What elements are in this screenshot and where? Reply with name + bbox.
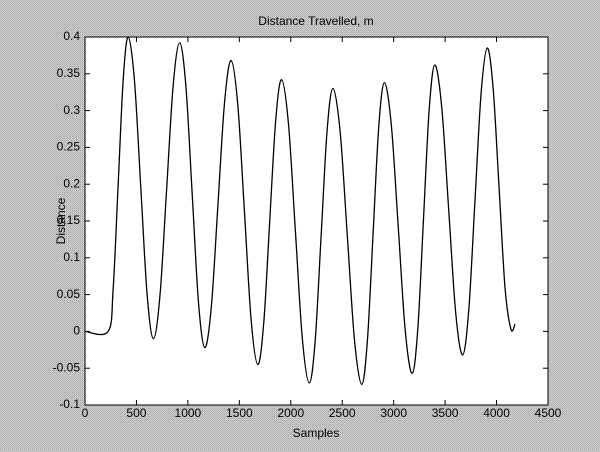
y-tick-label: 0.35 [57, 66, 81, 80]
y-tick-label: -0.05 [53, 360, 81, 374]
y-tick-label: 0.1 [63, 250, 80, 264]
x-tick-label: 2000 [277, 406, 304, 420]
plot-area [84, 36, 549, 406]
data-line [84, 36, 516, 386]
x-tick-label: 2500 [329, 406, 356, 420]
y-tick-label: 0.25 [57, 140, 81, 154]
x-tick-label: 1500 [226, 406, 253, 420]
x-tick-label: 0 [82, 406, 89, 420]
x-tick-label: 500 [126, 406, 146, 420]
x-tick-label: 3500 [432, 406, 459, 420]
y-tick-label: 0.05 [57, 287, 81, 301]
y-tick-label: 0.2 [63, 176, 80, 190]
y-tick-label: 0.15 [57, 213, 81, 227]
y-axis-label: Distance [54, 197, 68, 244]
x-axis-label: Samples [293, 426, 340, 440]
y-tick-label: 0.4 [63, 29, 80, 43]
y-tick-label: 0.3 [63, 103, 80, 117]
x-tick-label: 4500 [535, 406, 562, 420]
x-tick-label: 1000 [175, 406, 202, 420]
x-tick-label: 3000 [380, 406, 407, 420]
y-tick-label: -0.1 [59, 397, 80, 411]
x-tick-label: 4000 [483, 406, 510, 420]
y-tick-label: 0 [73, 324, 80, 338]
chart-title: Distance Travelled, m [258, 14, 373, 28]
